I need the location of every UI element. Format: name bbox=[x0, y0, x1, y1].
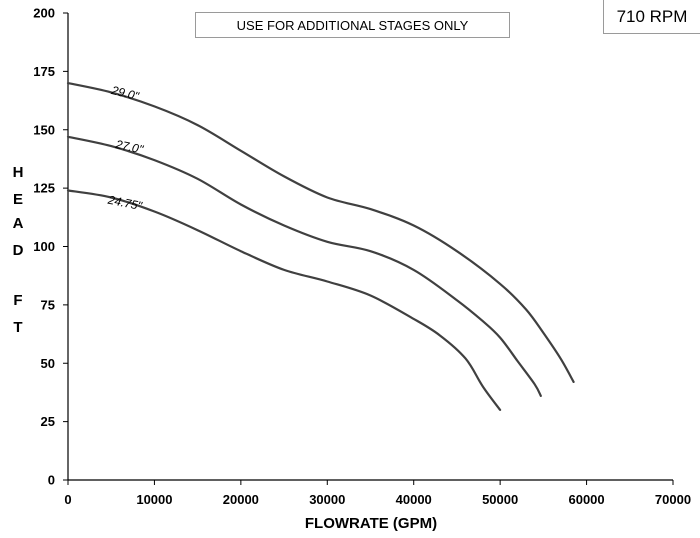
y-axis-ticks: 0 25 50 75 100 125 150 175 200 bbox=[33, 6, 68, 488]
x-tick-label: 70000 bbox=[655, 492, 691, 507]
y-tick-label: 125 bbox=[33, 181, 55, 196]
x-tick-label: 60000 bbox=[568, 492, 604, 507]
y-title-letter-e: E bbox=[13, 191, 23, 208]
x-tick-label: 0 bbox=[64, 492, 71, 507]
curve-2 bbox=[66, 135, 542, 397]
y-title-letter-f: F bbox=[13, 292, 22, 309]
x-tick-label: 50000 bbox=[482, 492, 518, 507]
x-axis-title: FLOWRATE (GPM) bbox=[305, 515, 437, 532]
y-title-letter-a: A bbox=[13, 215, 24, 232]
axes bbox=[67, 13, 673, 481]
y-axis-title: H E A D F T bbox=[13, 164, 24, 336]
curve-labels: 29.0" 27.0" 24.75" bbox=[106, 83, 145, 213]
x-tick-label: 40000 bbox=[396, 492, 432, 507]
curves bbox=[66, 82, 575, 411]
rpm-label: 710 RPM bbox=[603, 0, 700, 34]
y-tick-label: 0 bbox=[48, 473, 55, 488]
x-axis-ticks: 0 10000 20000 30000 40000 50000 60000 70000 bbox=[64, 480, 691, 507]
curve-label-2: 27.0" bbox=[113, 137, 145, 157]
y-title-letter-d: D bbox=[13, 242, 24, 259]
y-title-letter-t: T bbox=[13, 319, 22, 336]
y-title-letter-h: H bbox=[13, 164, 24, 181]
x-tick-label: 10000 bbox=[136, 492, 172, 507]
x-tick-label: 30000 bbox=[309, 492, 345, 507]
y-tick-label: 50 bbox=[41, 356, 55, 371]
curve-label-1: 29.0" bbox=[109, 83, 141, 104]
x-tick-label: 20000 bbox=[223, 492, 259, 507]
curve-3 bbox=[66, 189, 502, 411]
y-tick-label: 25 bbox=[41, 414, 55, 429]
y-tick-label: 150 bbox=[33, 122, 55, 137]
curve-1 bbox=[66, 82, 575, 383]
stages-note: USE FOR ADDITIONAL STAGES ONLY bbox=[195, 12, 510, 38]
y-tick-label: 175 bbox=[33, 64, 55, 79]
curve-label-3: 24.75" bbox=[106, 193, 144, 214]
y-tick-label: 200 bbox=[33, 6, 55, 21]
y-tick-label: 100 bbox=[33, 239, 55, 254]
y-tick-label: 75 bbox=[41, 297, 55, 312]
